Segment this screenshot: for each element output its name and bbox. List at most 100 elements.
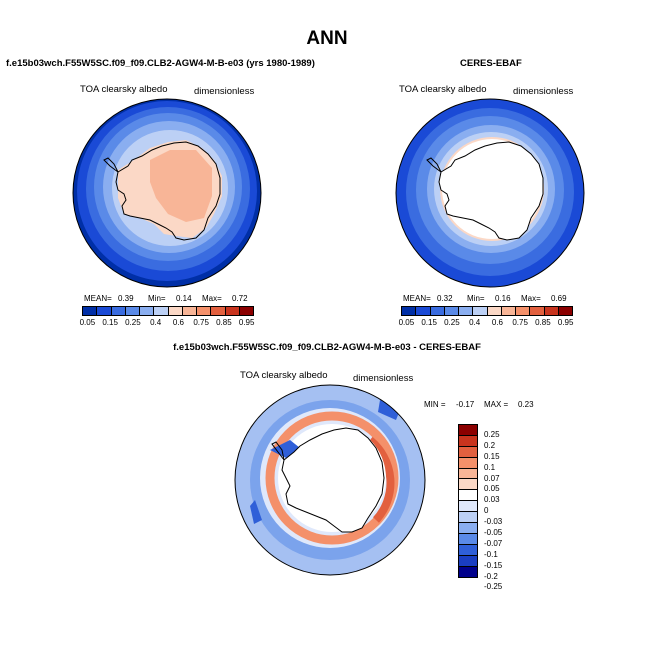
diff-colorbar-tick-label: 0.2 [484, 440, 496, 450]
diff-colorbar-swatch [459, 512, 477, 524]
obs-colorbar-ticks: 0.05 0.15 0.25 0.4 0.6 0.75 0.85 0.95 [395, 318, 577, 327]
diff-colorbar-swatch [459, 523, 477, 534]
model-peninsula [103, 157, 119, 173]
obs-colorbar-tick-label: 0.15 [421, 318, 437, 327]
diff-colorbar-tick-label: -0.2 [484, 571, 498, 581]
model-mean-value: 0.39 [118, 294, 134, 303]
diff-colorbar-tick-label: -0.15 [484, 560, 503, 570]
model-colorbar-swatch [211, 307, 226, 315]
diff-variable-label: TOA clearsky albedo [240, 370, 328, 381]
model-colorbar-tick-label: 0.4 [150, 318, 162, 327]
model-colorbar-tick-label: 0.95 [238, 318, 255, 327]
obs-colorbar-swatch [416, 307, 431, 315]
diff-peninsula [271, 441, 285, 461]
diff-colorbar-tick-label: -0.05 [484, 528, 503, 538]
model-colorbar-tick-label: 0.15 [102, 318, 118, 327]
obs-max-value: 0.69 [551, 294, 567, 303]
model-max-value: 0.72 [232, 294, 248, 303]
diff-colorbar-swatch [459, 468, 477, 480]
model-colorbar-swatch [197, 307, 212, 315]
diff-colorbar-tick-label: -0.03 [484, 517, 503, 527]
obs-colorbar-swatch [473, 307, 488, 315]
obs-max-label: Max= [521, 294, 541, 303]
model-panel-title: f.e15b03wch.F55W5SC.f09_f09.CLB2-AGW4-M-… [6, 58, 315, 69]
obs-peninsula [426, 157, 442, 173]
model-colorbar-tick-label: 0.75 [193, 318, 209, 327]
model-colorbar [82, 306, 254, 316]
diff-units-label: dimensionless [353, 373, 414, 384]
obs-colorbar [401, 306, 573, 316]
obs-mean-label: MEAN= [403, 294, 431, 303]
obs-colorbar-swatch [544, 307, 559, 315]
diff-colorbar-tick-label: 0.15 [484, 451, 500, 461]
model-colorbar-swatch [182, 307, 197, 315]
model-max-label: Max= [202, 294, 222, 303]
diff-colorbar-tick-label: 0.07 [484, 473, 500, 483]
obs-min-value: 0.16 [495, 294, 511, 303]
obs-colorbar-tick-label: 0.75 [512, 318, 528, 327]
obs-colorbar-tick-label: 0.95 [557, 318, 574, 327]
diff-colorbar-tick-label: 0.25 [484, 430, 500, 439]
diff-colorbar-swatch [459, 490, 477, 502]
diff-colorbar-tick-label: 0.03 [484, 495, 500, 505]
diff-colorbar-labels: 0.25 0.2 0.15 0.1 0.07 0.05 0.03 0 -0.03 -0.05 -0.… [484, 430, 502, 593]
obs-antarctica-coastline [438, 141, 544, 241]
diff-map-border [234, 384, 426, 576]
model-min-label: Min= [148, 294, 166, 303]
diff-colorbar-tick-label: 0 [484, 506, 489, 516]
model-variable-label: TOA clearsky albedo [80, 84, 168, 95]
model-colorbar-tick-label: 0.85 [216, 318, 232, 327]
diff-colorbar-swatch [459, 457, 477, 469]
diff-colorbar-tick-label: -0.25 [484, 582, 503, 592]
diff-colorbar-swatch [459, 501, 477, 513]
obs-min-label: Min= [467, 294, 485, 303]
model-colorbar-swatch [83, 307, 98, 315]
diff-panel-title: f.e15b03wch.F55W5SC.f09_f09.CLB2-AGW4-M-… [173, 342, 481, 353]
model-min-value: 0.14 [176, 294, 192, 303]
diff-colorbar-swatch [459, 435, 477, 447]
diff-colorbar-tick-label: -0.1 [484, 549, 498, 559]
diff-colorbar-swatch [459, 533, 477, 545]
obs-colorbar-tick-label: 0.85 [535, 318, 551, 327]
obs-map-border [395, 98, 585, 288]
model-units-label: dimensionless [194, 86, 255, 97]
obs-colorbar-swatch [516, 307, 531, 315]
diff-colorbar-tick-label: 0.1 [484, 462, 496, 472]
model-map-field [73, 99, 261, 287]
diff-colorbar-tick-label: 0.05 [484, 484, 500, 494]
diff-max-value: 0.23 [518, 400, 534, 409]
obs-colorbar-swatch [487, 307, 502, 315]
diff-colorbar-swatch [459, 544, 477, 556]
obs-panel-title: CERES-EBAF [460, 58, 522, 69]
diff-colorbar [458, 424, 478, 579]
obs-colorbar-tick-label: 0.05 [398, 318, 415, 327]
obs-colorbar-swatch [558, 307, 572, 315]
model-colorbar-tick-label: 0.05 [79, 318, 96, 327]
diff-colorbar-tick-label: -0.07 [484, 538, 503, 548]
diff-colorbar-swatch [459, 446, 477, 458]
obs-colorbar-swatch [501, 307, 516, 315]
obs-units-label: dimensionless [513, 86, 574, 97]
obs-colorbar-tick-label: 0.25 [444, 318, 460, 327]
model-colorbar-swatch [125, 307, 140, 315]
model-colorbar-swatch [154, 307, 169, 315]
obs-colorbar-swatch [530, 307, 545, 315]
diff-colorbar-swatch [459, 555, 477, 567]
diff-colorbar-swatch [459, 425, 477, 436]
obs-colorbar-swatch [430, 307, 445, 315]
model-mean-label: MEAN= [84, 294, 112, 303]
model-map-border [72, 98, 262, 288]
obs-colorbar-tick-label: 0.4 [469, 318, 481, 327]
model-colorbar-swatch [168, 307, 183, 315]
model-colorbar-swatch [140, 307, 155, 315]
obs-colorbar-tick-label: 0.6 [491, 318, 503, 327]
model-colorbar-swatch [111, 307, 126, 315]
diff-max-label: MAX = [484, 400, 509, 409]
obs-colorbar-swatch [402, 307, 417, 315]
model-colorbar-swatch [225, 307, 240, 315]
obs-colorbar-swatch [459, 307, 474, 315]
diff-colorbar-swatch [459, 479, 477, 491]
